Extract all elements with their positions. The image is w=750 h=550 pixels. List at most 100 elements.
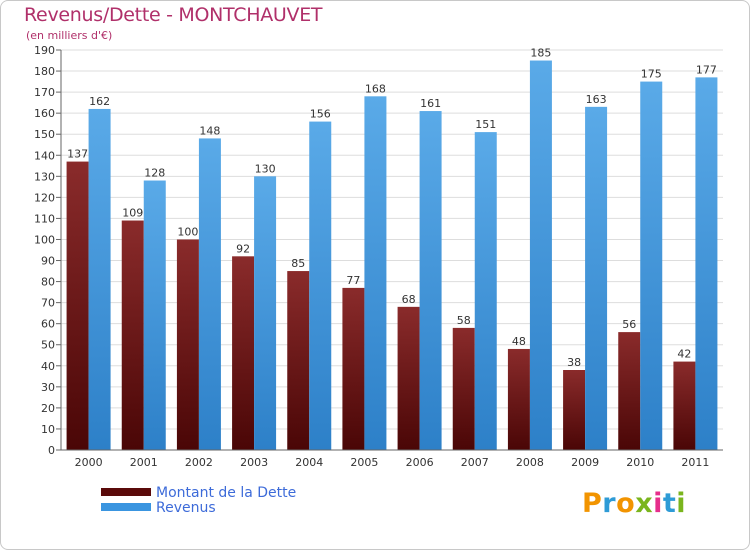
data-label-revenus: 130 — [255, 162, 276, 175]
legend — [101, 488, 151, 511]
data-label-revenus: 162 — [89, 95, 110, 108]
legend-swatch-dette — [101, 488, 151, 496]
bar-revenus — [474, 132, 497, 450]
y-tick-label: 150 — [34, 128, 55, 141]
data-label-dette: 68 — [402, 293, 416, 306]
bar-dette — [563, 370, 586, 450]
y-tick-label: 70 — [41, 297, 55, 310]
y-tick-label: 110 — [34, 212, 55, 225]
logo-letter: t — [662, 488, 677, 519]
x-tick-label: 2001 — [130, 456, 158, 469]
data-label-dette: 56 — [622, 318, 636, 331]
x-tick-label: 2000 — [75, 456, 103, 469]
bar-revenus — [364, 96, 387, 450]
data-label-dette: 42 — [677, 348, 691, 361]
data-label-revenus: 175 — [641, 68, 662, 81]
y-tick-label: 60 — [41, 318, 55, 331]
x-tick-label: 2009 — [571, 456, 599, 469]
x-tick-label: 2011 — [681, 456, 709, 469]
proxiti-logo: Proxiti — [582, 488, 686, 519]
bar-revenus — [198, 138, 221, 450]
plot-area — [61, 50, 723, 450]
data-label-dette: 38 — [567, 356, 581, 369]
chart-subtitle: (en milliers d'€) — [26, 29, 113, 42]
bar-dette — [452, 327, 475, 450]
x-tick-label: 2007 — [461, 456, 489, 469]
y-tick-label: 130 — [34, 170, 55, 183]
bar-revenus — [695, 77, 718, 451]
x-tick-label: 2010 — [626, 456, 654, 469]
y-tick-label: 50 — [41, 339, 55, 352]
bar-dette — [507, 348, 530, 450]
bar-revenus — [88, 108, 111, 451]
y-tick-label: 100 — [34, 233, 55, 246]
data-label-revenus: 185 — [530, 47, 551, 60]
bar-dette — [342, 287, 365, 450]
bar-revenus — [529, 60, 552, 451]
x-tick-label: 2003 — [240, 456, 268, 469]
bar-revenus — [309, 121, 332, 450]
data-label-dette: 58 — [457, 314, 471, 327]
data-label-dette: 109 — [122, 207, 143, 220]
bar-revenus — [585, 106, 608, 450]
y-tick-label: 120 — [34, 191, 55, 204]
y-tick-label: 90 — [41, 255, 55, 268]
bar-dette — [121, 220, 144, 450]
y-tick-label: 160 — [34, 107, 55, 120]
bar-dette — [176, 239, 199, 450]
y-tick-label: 180 — [34, 65, 55, 78]
bar-dette — [618, 332, 641, 450]
bars-layer — [66, 60, 718, 451]
bar-dette — [397, 306, 420, 450]
data-label-revenus: 128 — [144, 167, 165, 180]
data-label-dette: 77 — [346, 274, 360, 287]
bar-dette — [232, 256, 255, 450]
data-label-revenus: 161 — [420, 97, 441, 110]
bar-revenus — [419, 111, 442, 450]
data-label-dette: 48 — [512, 335, 526, 348]
logo-letter: i — [676, 488, 687, 519]
data-label-revenus: 163 — [586, 93, 607, 106]
x-tick-label: 2006 — [406, 456, 434, 469]
y-tick-label: 20 — [41, 402, 55, 415]
data-label-revenus: 168 — [365, 82, 386, 95]
x-tick-label: 2002 — [185, 456, 213, 469]
data-label-dette: 137 — [67, 148, 88, 161]
bar-dette — [673, 361, 696, 450]
legend-label-dette: Montant de la Dette — [156, 485, 297, 501]
logo-letter: i — [653, 488, 663, 519]
legend-swatch-revenus — [101, 503, 151, 511]
bar-revenus — [143, 180, 166, 451]
data-label-revenus: 148 — [199, 124, 220, 137]
logo-letter: P — [582, 488, 603, 519]
axis-layer: 0 10 20 30 40 50 60 70 80 90 100 110 120 130 140 150 160… — [34, 44, 723, 469]
data-label-revenus: 156 — [310, 108, 331, 121]
x-tick-label: 2004 — [295, 456, 323, 469]
y-tick-label: 190 — [34, 44, 55, 57]
y-tick-label: 40 — [41, 360, 55, 373]
data-label-dette: 92 — [236, 242, 250, 255]
data-label-dette: 85 — [291, 257, 305, 270]
y-tick-label: 170 — [34, 86, 55, 99]
bar-dette — [66, 161, 89, 450]
bar-dette — [287, 271, 310, 450]
bar-revenus — [254, 176, 277, 450]
bar-revenus — [640, 81, 663, 450]
data-label-revenus: 151 — [475, 118, 496, 131]
chart-title: Revenus/Dette - MONTCHAUVET — [24, 4, 323, 26]
x-tick-label: 2005 — [350, 456, 378, 469]
y-tick-label: 30 — [41, 381, 55, 394]
data-label-dette: 100 — [177, 225, 198, 238]
labels-layer: 137 162 109 128 100 148 92 130 85 156 77 168 68 161 58… — [67, 47, 717, 369]
logo-letter: o — [616, 488, 636, 519]
data-label-revenus: 177 — [696, 63, 717, 76]
y-tick-label: 0 — [48, 444, 55, 457]
x-tick-label: 2008 — [516, 456, 544, 469]
grid-layer — [61, 49, 723, 451]
y-tick-label: 80 — [41, 276, 55, 289]
logo-letter: r — [602, 488, 617, 519]
y-tick-label: 10 — [41, 423, 55, 436]
legend-label-revenus: Revenus — [156, 500, 216, 516]
y-tick-label: 140 — [34, 149, 55, 162]
